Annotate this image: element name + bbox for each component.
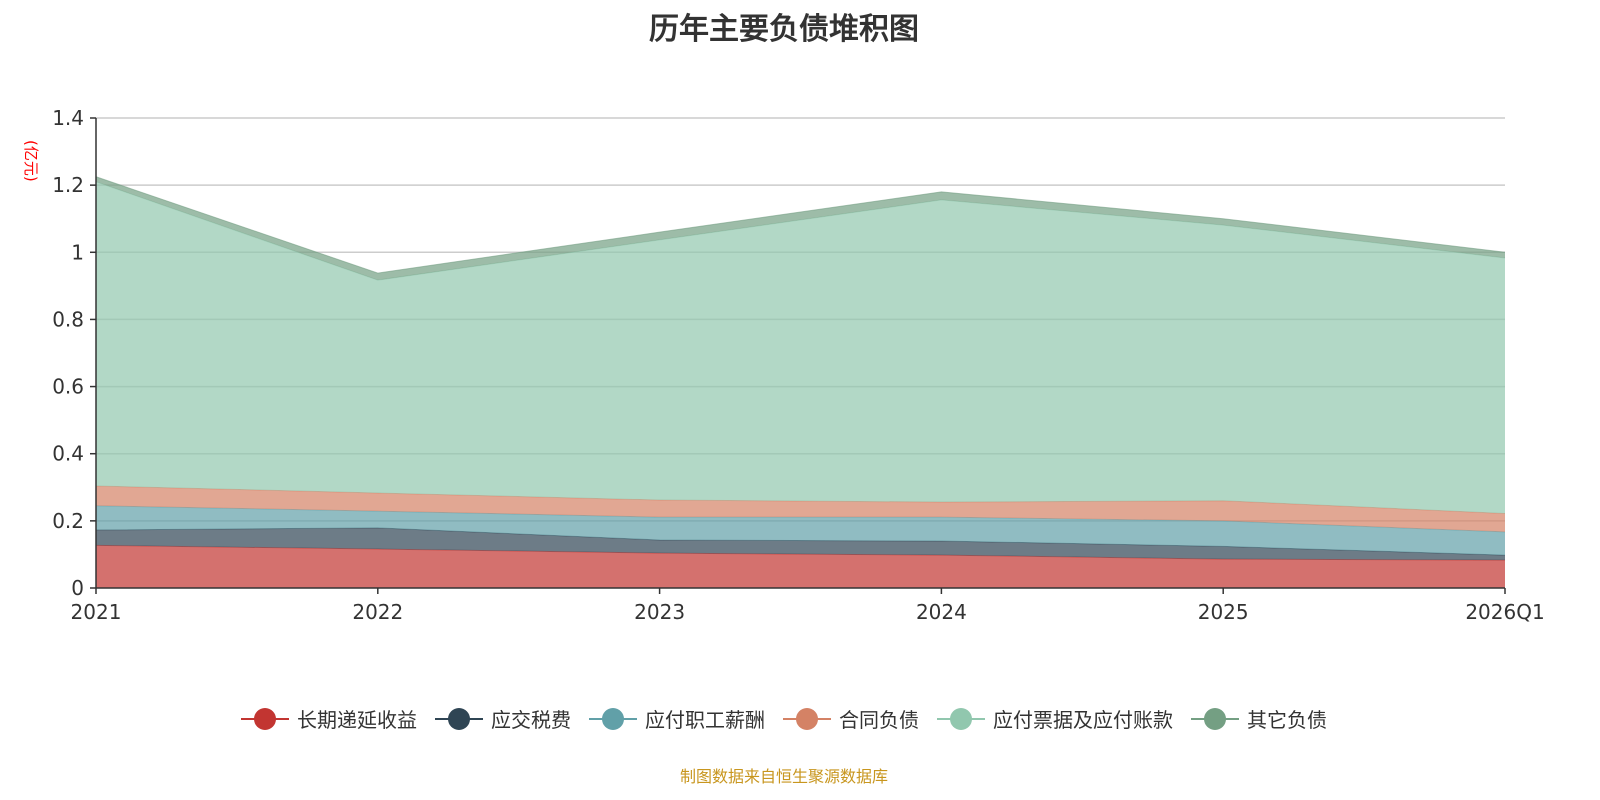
legend: 长期递延收益 应交税费 应付职工薪酬 合同负债 应付票据及应付账款 其它负债 [0,704,1568,733]
x-tick-label: 2022 [352,600,403,624]
legend-label: 应交税费 [491,708,571,732]
y-tick-label: 0.6 [52,375,84,399]
series-line-5 [95,176,1506,274]
area-4 [96,181,1505,514]
legend-marker-icon [1191,705,1239,733]
y-tick-label: 0.2 [52,509,84,533]
legend-marker-icon [937,705,985,733]
chart-title: 历年主要负债堆积图 [649,12,919,47]
area-3 [96,485,1505,532]
legend-item[interactable]: 合同负债 [783,704,919,733]
x-tick-label: 2024 [916,600,967,624]
stacked-area-chart: 0 0.2 0.4 0.6 0.8 1 1.2 1.4 2021 2022 2023 2024 2025… [52,106,1545,624]
legend-label: 应付票据及应付账款 [993,708,1173,732]
source-footer: 制图数据来自恒生聚源数据库 [679,767,888,786]
x-tick-label: 2026Q1 [1465,600,1544,624]
x-tick-label: 2021 [71,600,122,624]
area-0 [96,545,1505,588]
y-tick-label: 0.8 [52,307,84,331]
legend-label: 其它负债 [1247,708,1327,732]
legend-marker-icon [435,705,483,733]
legend-label: 应付职工薪酬 [645,708,765,732]
legend-marker-icon [783,705,831,733]
area-2 [96,505,1505,556]
legend-label: 合同负债 [839,708,919,732]
x-tick-label: 2025 [1198,600,1249,624]
legend-item[interactable]: 长期递延收益 [241,704,417,733]
x-tick-label: 2023 [634,600,685,624]
legend-item[interactable]: 应付票据及应付账款 [937,704,1173,733]
legend-marker-icon [241,705,289,733]
legend-item[interactable]: 应交税费 [435,704,571,733]
y-tick-label: 1.2 [52,173,84,197]
area-1 [96,527,1505,561]
legend-item[interactable]: 其它负债 [1191,704,1327,733]
legend-label: 长期递延收益 [297,708,417,732]
y-tick-label: 0.4 [52,442,84,466]
legend-item[interactable]: 应付职工薪酬 [589,704,765,733]
legend-marker-icon [589,705,637,733]
y-tick-label: 0 [71,576,84,600]
y-tick-label: 1 [71,240,84,264]
y-tick-label: 1.4 [52,106,84,130]
